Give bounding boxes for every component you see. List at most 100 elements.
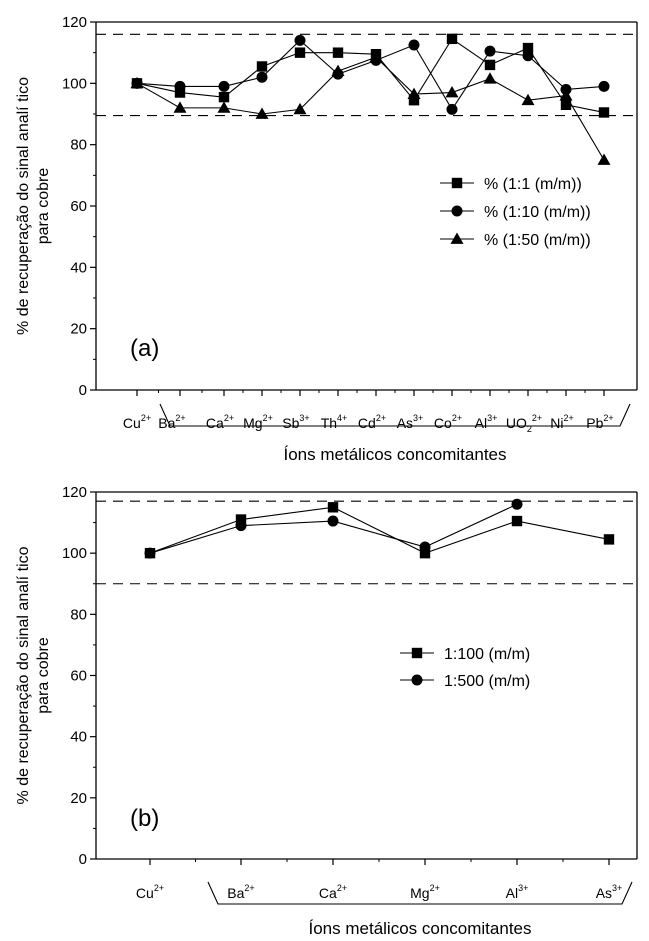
data-point — [597, 153, 611, 165]
x-tick-label: Mg2+ — [243, 413, 273, 431]
y-tick-label: 40 — [70, 259, 87, 276]
data-point — [327, 502, 339, 513]
data-point — [218, 80, 230, 92]
y-tick-label: 120 — [62, 484, 87, 501]
data-point — [332, 47, 344, 58]
data-point — [603, 534, 615, 545]
data-point — [235, 520, 247, 532]
series-2 — [144, 498, 523, 559]
data-point — [522, 50, 534, 62]
data-point — [256, 71, 268, 83]
legend-label: 1:100 (m/m) — [444, 646, 530, 663]
data-point — [483, 72, 497, 84]
data-point — [174, 80, 186, 92]
x-tick-label: Al3+ — [475, 413, 498, 431]
legend: 1:100 (m/m) 1:500 (m/m) — [400, 646, 530, 690]
data-point — [331, 64, 345, 76]
y-axis-label: % de recuperação do sinal analí tico para… — [15, 77, 52, 335]
legend-marker — [411, 674, 423, 686]
y-tick-label: 80 — [70, 606, 87, 623]
legend-marker — [411, 647, 423, 659]
panel-label: (b) — [130, 805, 159, 832]
legend-label: % (1:10 (m/m)) — [484, 204, 591, 221]
legend-marker — [450, 232, 464, 244]
legend: % (1:1 (m/m)) % (1:10 (m/m)) % (1:50 (m/m)… — [440, 176, 591, 249]
data-point — [173, 101, 187, 113]
data-point — [144, 547, 156, 559]
x-tick-label: Sb3+ — [282, 413, 309, 431]
series-line — [149, 506, 610, 554]
x-tick-label: Cd2+ — [358, 413, 386, 431]
x-tick-label: Ni2+ — [550, 413, 574, 431]
data-point — [445, 86, 459, 98]
y-tick-label: 80 — [70, 137, 87, 154]
x-tick-label: As3+ — [596, 883, 623, 901]
x-tick-label: Cu2+ — [136, 883, 164, 901]
grouping-bracket — [207, 881, 633, 905]
data-point — [598, 80, 610, 92]
grouping-bracket — [159, 403, 631, 427]
x-tick-label: Ca2+ — [206, 413, 234, 431]
data-point — [217, 101, 231, 113]
data-point — [419, 547, 431, 559]
y-axis-label: % de recuperação do sinal analí tico para… — [15, 546, 52, 804]
x-tick-label: As3+ — [397, 413, 424, 431]
chart-panel-a: 0 20 40 60 80 100 120 Cu2+ Ba2+ Ca2+ Mg2+ Sb3+ Th4+ C… — [15, 14, 638, 464]
data-point — [408, 39, 420, 51]
data-point — [255, 107, 269, 119]
data-point — [293, 102, 307, 115]
y-tick-label: 0 — [79, 851, 87, 868]
y-tick-label: 120 — [62, 14, 87, 31]
x-tick-label: Co2+ — [434, 413, 462, 431]
data-point — [598, 107, 610, 118]
series-1 — [131, 33, 610, 118]
data-point — [511, 498, 523, 510]
data-point — [294, 34, 306, 46]
data-point — [369, 50, 383, 63]
y-tick-label: 0 — [79, 382, 87, 399]
x-tick-label: UO22+ — [506, 413, 542, 434]
data-point — [407, 87, 421, 99]
y-tick-label: 60 — [70, 198, 87, 215]
data-point — [511, 515, 523, 527]
y-tick-label: 60 — [70, 668, 87, 685]
data-point — [521, 93, 535, 106]
x-tick-label: Ca2+ — [319, 883, 347, 901]
data-point — [130, 76, 144, 89]
series-2 — [131, 34, 610, 115]
data-point — [559, 89, 573, 101]
data-point — [446, 33, 458, 45]
data-point — [327, 515, 339, 527]
series-line — [136, 38, 605, 114]
legend-label: 1:500 (m/m) — [444, 673, 530, 690]
chart-panel-b: 0 20 40 60 80 100 120 Cu2+ Ba2+ Ca2+ Mg2+ Al3+ As3+ 1… — [15, 484, 638, 938]
series-3 — [130, 50, 611, 165]
data-point — [294, 47, 306, 58]
x-tick-label: Ba2+ — [227, 883, 254, 901]
x-tick-label: Cu2+ — [123, 413, 151, 431]
x-tick-label: Pb2+ — [586, 413, 613, 431]
legend-marker — [451, 177, 463, 189]
y-tick-label: 20 — [70, 321, 87, 338]
panel-label: (a) — [130, 335, 159, 362]
y-tick-label: 20 — [70, 790, 87, 807]
data-point — [218, 91, 230, 103]
data-point — [256, 61, 268, 72]
legend-marker — [451, 205, 463, 217]
x-tick-label: Mg2+ — [410, 883, 440, 901]
data-point — [235, 514, 247, 525]
data-point — [419, 541, 431, 553]
series-1 — [144, 502, 615, 559]
data-point — [408, 95, 420, 106]
x-tick-label: Th4+ — [321, 413, 348, 431]
x-axis-label: Íons metálicos concomitantes — [309, 919, 532, 938]
legend-label: % (1:50 (m/m)) — [484, 232, 591, 249]
data-point — [446, 103, 458, 115]
legend-label: % (1:1 (m/m)) — [484, 176, 582, 193]
data-point — [484, 59, 496, 71]
series-line — [136, 56, 605, 161]
x-tick-label: Al3+ — [506, 883, 529, 901]
data-point — [560, 99, 572, 110]
x-tick-label: Ba2+ — [158, 413, 185, 431]
